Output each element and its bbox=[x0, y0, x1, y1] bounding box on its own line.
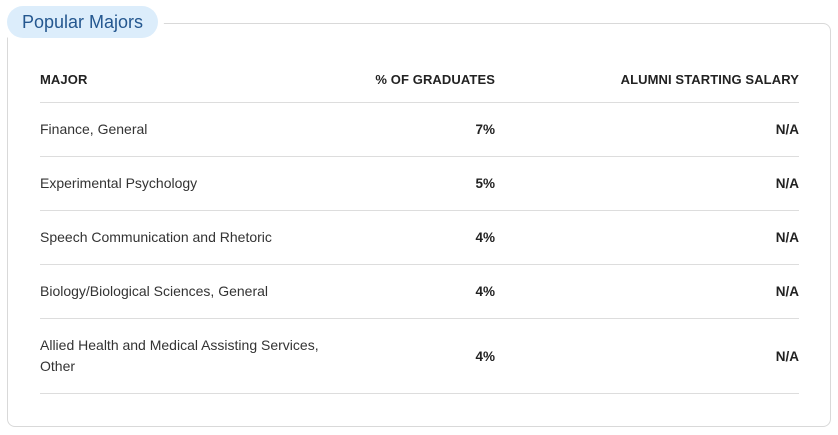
table-header-row: MAJOR % OF GRADUATES ALUMNI STARTING SAL… bbox=[40, 56, 799, 103]
table-row: Biology/Biological Sciences, General 4% … bbox=[40, 264, 799, 319]
header-major: MAJOR bbox=[40, 56, 340, 103]
percent-cell: 5% bbox=[340, 156, 495, 211]
section-title: Popular Majors bbox=[7, 6, 159, 38]
major-name: Allied Health and Medical Assisting Serv… bbox=[40, 337, 319, 374]
table-row: Allied Health and Medical Assisting Serv… bbox=[40, 318, 799, 394]
header-alumni-starting-salary: ALUMNI STARTING SALARY bbox=[495, 56, 799, 103]
major-name: Experimental Psychology bbox=[40, 175, 198, 191]
header-percent-of-graduates: % OF GRADUATES bbox=[340, 56, 495, 103]
popular-majors-card: MAJOR % OF GRADUATES ALUMNI STARTING SAL… bbox=[7, 23, 831, 427]
salary-cell: N/A bbox=[495, 318, 799, 394]
major-cell: Biology/Biological Sciences, General bbox=[40, 264, 340, 319]
major-cell: Allied Health and Medical Assisting Serv… bbox=[40, 318, 340, 394]
salary-cell: N/A bbox=[495, 264, 799, 319]
percent-cell: 4% bbox=[340, 318, 495, 394]
major-name: Speech Communication and Rhetoric bbox=[40, 229, 272, 245]
table-row: Experimental Psychology 5% N/A bbox=[40, 156, 799, 211]
major-cell: Finance, General bbox=[40, 102, 340, 157]
table-row: Speech Communication and Rhetoric 4% N/A bbox=[40, 210, 799, 265]
majors-table: MAJOR % OF GRADUATES ALUMNI STARTING SAL… bbox=[40, 56, 799, 394]
salary-cell: N/A bbox=[495, 102, 799, 157]
percent-cell: 7% bbox=[340, 102, 495, 157]
salary-cell: N/A bbox=[495, 156, 799, 211]
table-row: Finance, General 7% N/A bbox=[40, 102, 799, 157]
major-cell: Speech Communication and Rhetoric bbox=[40, 210, 340, 265]
percent-cell: 4% bbox=[340, 264, 495, 319]
major-name: Finance, General bbox=[40, 121, 148, 137]
salary-cell: N/A bbox=[495, 210, 799, 265]
percent-cell: 4% bbox=[340, 210, 495, 265]
major-cell: Experimental Psychology bbox=[40, 156, 340, 211]
major-name: Biology/Biological Sciences, General bbox=[40, 283, 269, 299]
